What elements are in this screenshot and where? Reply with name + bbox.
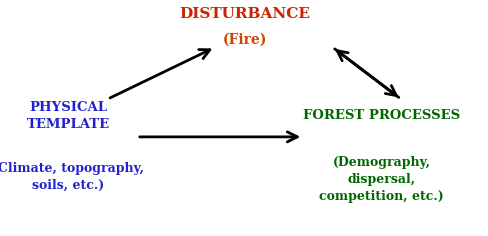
Text: (Climate, topography,
soils, etc.): (Climate, topography, soils, etc.): [0, 162, 144, 192]
Text: DISTURBANCE: DISTURBANCE: [179, 7, 309, 21]
Text: (Demography,
dispersal,
competition, etc.): (Demography, dispersal, competition, etc…: [318, 156, 443, 203]
Text: PHYSICAL
TEMPLATE: PHYSICAL TEMPLATE: [27, 101, 110, 131]
Text: (Fire): (Fire): [222, 33, 266, 47]
Text: FOREST PROCESSES: FOREST PROCESSES: [302, 109, 459, 122]
